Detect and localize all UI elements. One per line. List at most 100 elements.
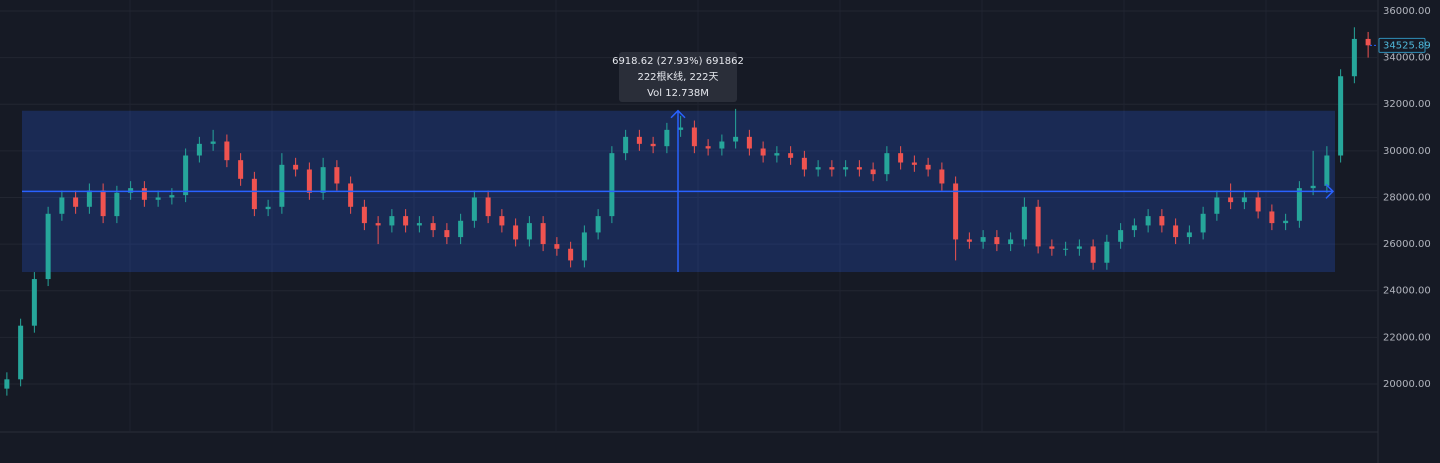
- measure-text: Vol 12.738M: [647, 88, 709, 99]
- candle-body: [320, 167, 326, 193]
- candle-body: [416, 223, 422, 226]
- y-tick-label: 26000.00: [1383, 239, 1431, 250]
- candle-body: [403, 216, 409, 226]
- candle-body: [1090, 246, 1096, 263]
- candle-body: [224, 141, 230, 161]
- candle-body: [45, 213, 51, 280]
- candle-body: [788, 153, 794, 158]
- candle-body: [884, 153, 890, 175]
- candle-body: [623, 136, 629, 154]
- candle-body: [458, 220, 464, 238]
- candle-body: [815, 167, 821, 170]
- candle-body: [1063, 248, 1069, 250]
- candle-body: [1145, 216, 1151, 226]
- candle-body: [1324, 155, 1330, 186]
- candle-body: [980, 237, 986, 242]
- measure-arrow-right: [1325, 183, 1335, 199]
- candle-body: [664, 129, 670, 147]
- candle-body: [251, 178, 257, 210]
- candle-body: [238, 160, 244, 179]
- candle-body: [389, 216, 395, 226]
- candle-body: [678, 127, 684, 130]
- candle-body: [1269, 211, 1275, 224]
- candle-body: [1035, 206, 1041, 247]
- candle-body: [568, 248, 574, 261]
- candle-body: [306, 169, 312, 193]
- candle-body: [86, 190, 92, 207]
- candle-body: [114, 192, 120, 217]
- candle-body: [1228, 197, 1234, 203]
- candle-body: [801, 157, 807, 170]
- last-price-label: 34525.89: [1383, 40, 1431, 51]
- candle-body: [870, 169, 876, 175]
- y-tick-label: 20000.00: [1383, 379, 1431, 390]
- candle-body: [911, 162, 917, 165]
- candle-body: [1214, 197, 1220, 214]
- candle-body: [1283, 220, 1289, 224]
- candle-body: [1351, 38, 1357, 77]
- candle-body: [650, 143, 656, 147]
- candle-body: [994, 237, 1000, 245]
- candle-body: [1241, 197, 1247, 203]
- candle-body: [444, 230, 450, 238]
- candle-body: [499, 216, 505, 226]
- candle-body: [581, 232, 587, 261]
- candle-body: [471, 197, 477, 221]
- candle-body: [279, 164, 285, 207]
- candle-body: [31, 279, 37, 326]
- candle-body: [334, 167, 340, 184]
- candle-body: [746, 136, 752, 149]
- candle-body: [1200, 213, 1206, 233]
- candle-body: [430, 223, 436, 231]
- candle-body: [513, 225, 519, 240]
- candle-body: [609, 153, 615, 217]
- candle-body: [73, 197, 79, 207]
- candle-body: [100, 190, 106, 217]
- candle-body: [183, 155, 189, 196]
- candle-body: [1310, 185, 1316, 189]
- candle-body: [485, 197, 491, 217]
- candle-body: [829, 167, 835, 170]
- candle-body: [1173, 225, 1179, 238]
- y-tick-label: 30000.00: [1383, 146, 1431, 157]
- candle-body: [1338, 76, 1344, 156]
- candle-body: [719, 141, 725, 149]
- candle-body: [265, 206, 271, 210]
- candle-body: [856, 167, 862, 170]
- candle-body: [526, 223, 532, 240]
- candle-body: [1255, 197, 1261, 212]
- candle-body: [1049, 246, 1055, 249]
- candle-body: [733, 136, 739, 142]
- candle-body: [361, 206, 367, 224]
- candle-body: [774, 153, 780, 156]
- candle-body: [925, 164, 931, 170]
- candle-body: [843, 167, 849, 170]
- measure-arrow-up: [670, 109, 686, 119]
- candle-body: [1104, 241, 1110, 263]
- candle-body: [196, 143, 202, 156]
- candle-body: [540, 223, 546, 245]
- candle-body: [59, 197, 65, 214]
- measure-text: 6918.62 (27.93%) 691862: [612, 56, 744, 67]
- candle-body: [1021, 206, 1027, 240]
- candle-body: [1159, 216, 1165, 226]
- candle-body: [705, 146, 711, 149]
- candle-body: [1076, 246, 1082, 249]
- candle-body: [293, 164, 299, 170]
- measure-tooltip: [619, 52, 737, 102]
- y-tick-label: 36000.00: [1383, 6, 1431, 17]
- candle-body: [141, 188, 147, 200]
- candle-body: [1008, 239, 1014, 245]
- y-tick-label: 24000.00: [1383, 286, 1431, 297]
- candle-body: [898, 153, 904, 163]
- candle-body: [1296, 188, 1302, 221]
- last-price-box: [1378, 37, 1426, 53]
- candle-body: [18, 325, 24, 380]
- y-tick-label: 34000.00: [1383, 53, 1431, 64]
- candle-body: [966, 239, 972, 242]
- candle-body: [169, 195, 175, 198]
- candle-body: [939, 169, 945, 184]
- y-tick-label: 28000.00: [1383, 192, 1431, 203]
